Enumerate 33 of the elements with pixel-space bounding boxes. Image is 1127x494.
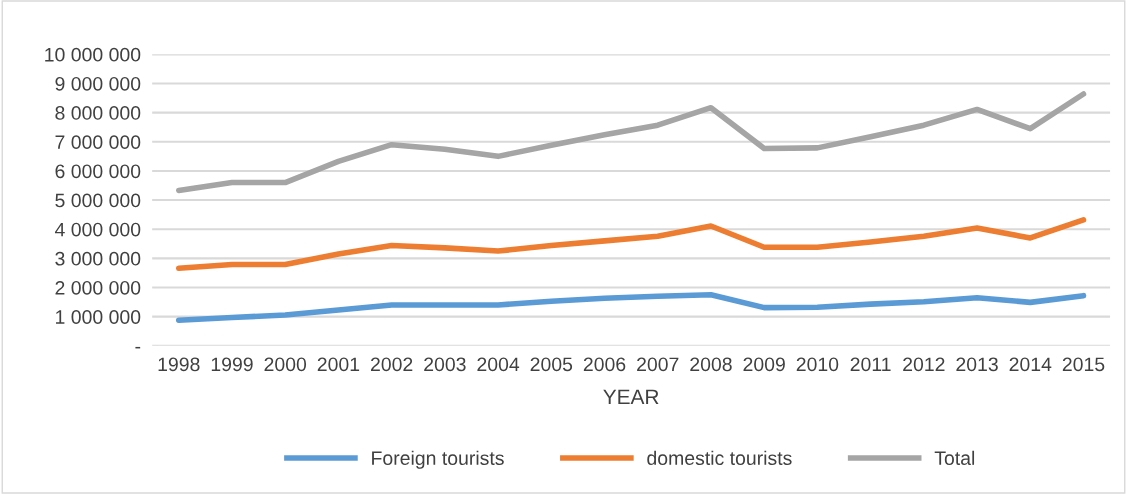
y-tick-label: 3 000 000 — [55, 251, 141, 266]
legend-label: domestic tourists — [647, 450, 792, 466]
x-tick-label: 2014 — [1009, 357, 1052, 372]
legend-label: Total — [934, 450, 975, 466]
x-tick-label: 2007 — [637, 357, 679, 372]
y-tick-label: 9 000 000 — [55, 76, 141, 91]
y-tick-label: 2 000 000 — [55, 280, 141, 295]
y-tick-label: 4 000 000 — [54, 222, 141, 237]
x-tick-label: 2009 — [743, 357, 785, 372]
x-tick-label: 2006 — [583, 357, 626, 372]
x-tick-label: 1999 — [211, 357, 253, 372]
y-tick-label: 10 000 000 — [45, 47, 141, 62]
y-tick-label: 8 000 000 — [55, 106, 141, 120]
y-tick-label: - — [135, 346, 141, 349]
x-tick-label: 1998 — [158, 357, 200, 372]
x-tick-label: 2013 — [956, 357, 998, 372]
x-tick-label: 2010 — [796, 357, 839, 372]
x-tick-label: 2008 — [690, 357, 732, 372]
x-tick-label: 2005 — [530, 357, 573, 372]
x-tick-label: 2002 — [370, 357, 413, 372]
x-tick-label: 2004 — [477, 357, 520, 372]
y-tick-label: 1 000 000 — [56, 310, 141, 324]
y-tick-label: 6 000 000 — [55, 164, 141, 179]
x-tick-label: 2011 — [850, 357, 891, 372]
legend-label: Foreign tourists — [372, 450, 504, 469]
x-axis-title: YEAR — [603, 389, 659, 405]
x-tick-label: 2012 — [903, 357, 945, 372]
y-tick-label: 5 000 000 — [55, 193, 141, 208]
x-tick-label: 2000 — [264, 357, 307, 372]
y-tick-label: 7 000 000 — [55, 135, 141, 150]
x-tick-label: 2003 — [424, 357, 466, 372]
x-tick-label: 2015 — [1062, 357, 1105, 372]
x-tick-label: 2001 — [317, 357, 360, 372]
